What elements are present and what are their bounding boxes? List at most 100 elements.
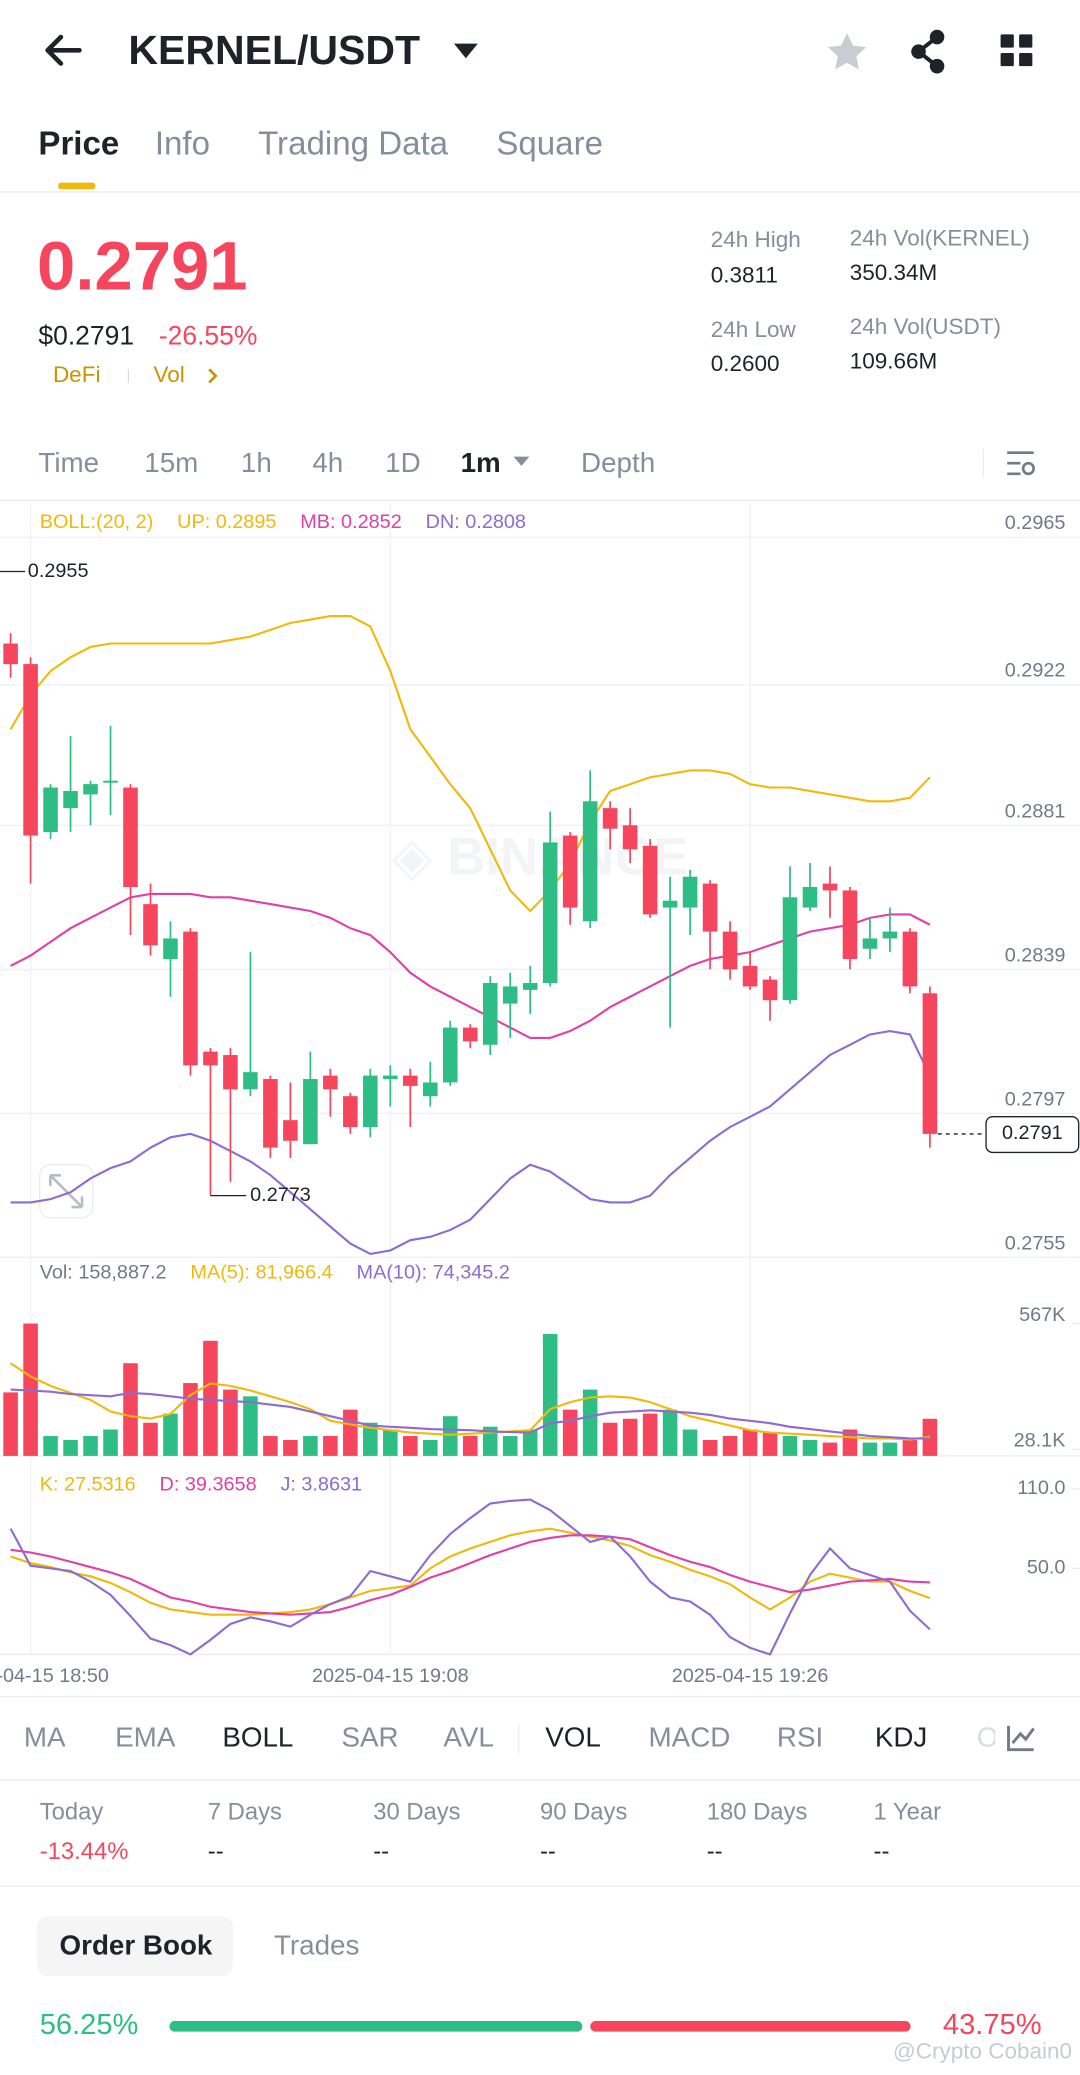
interval-dropdown[interactable] bbox=[513, 456, 530, 466]
x-tick-label: 2025-04-15 19:26 bbox=[672, 1665, 829, 1687]
interval[interactable]: Time bbox=[38, 447, 99, 478]
high-marker-label: 0.2955 bbox=[28, 560, 89, 582]
volume-bar bbox=[103, 1429, 118, 1456]
indicator-tab[interactable]: RSI bbox=[777, 1721, 823, 1752]
candle-body bbox=[323, 1075, 338, 1090]
volume-bar bbox=[323, 1436, 338, 1456]
tab[interactable]: Square bbox=[496, 125, 603, 162]
candle-body bbox=[502, 986, 518, 1004]
stat-label: 24h Low bbox=[711, 317, 797, 342]
interval[interactable]: 1h bbox=[241, 447, 272, 478]
candle-body bbox=[602, 808, 618, 829]
back-button[interactable] bbox=[45, 34, 82, 66]
legend-entry: MA(5): 81,966.4 bbox=[190, 1261, 332, 1283]
interval[interactable]: Depth bbox=[581, 447, 655, 478]
indicator-tab[interactable]: MA bbox=[24, 1721, 66, 1752]
legend-entry: MB: 0.2852 bbox=[300, 511, 402, 533]
candle-body bbox=[223, 1055, 238, 1090]
last-price-label: 0.2791 bbox=[1002, 1122, 1063, 1144]
volume-bar bbox=[223, 1389, 238, 1456]
volume-bar bbox=[423, 1440, 438, 1456]
candle-body bbox=[343, 1096, 358, 1128]
y-tick-label: 567K bbox=[1019, 1304, 1066, 1326]
candle-body bbox=[183, 931, 198, 1066]
tab[interactable]: Trading Data bbox=[258, 125, 449, 162]
pair-dropdown-icon[interactable] bbox=[453, 43, 478, 59]
legend-entry: J: 3.8631 bbox=[280, 1473, 362, 1495]
y-tick-label: 50.0 bbox=[1027, 1557, 1066, 1579]
interval[interactable]: 4h bbox=[312, 447, 343, 478]
candle-body bbox=[782, 897, 798, 1001]
volume-bar bbox=[802, 1440, 818, 1456]
volume-bar bbox=[662, 1409, 678, 1456]
period-label: Today bbox=[40, 1799, 104, 1826]
order-book-tab[interactable]: Order Book bbox=[60, 1929, 213, 1960]
y-tick-label: 0.2839 bbox=[1005, 944, 1066, 966]
candle-body bbox=[43, 787, 58, 833]
volume-bar bbox=[542, 1334, 558, 1456]
settings-lines bbox=[1007, 451, 1034, 476]
order-book-tab-bg[interactable] bbox=[37, 1916, 233, 1977]
sell-ratio: 43.75% bbox=[943, 2009, 1042, 2041]
share-icon[interactable] bbox=[911, 29, 945, 74]
candle-body bbox=[83, 784, 98, 795]
volume-bar bbox=[602, 1422, 618, 1456]
volume-bar bbox=[123, 1363, 138, 1456]
period-change: -- bbox=[874, 1838, 890, 1865]
candle-body bbox=[403, 1075, 418, 1086]
stat-label: 24h Vol(KERNEL) bbox=[850, 225, 1030, 250]
interval[interactable]: 1D bbox=[385, 447, 421, 478]
indicator-tab[interactable]: BOLL bbox=[222, 1721, 293, 1752]
volume-bar bbox=[183, 1383, 198, 1456]
volume-bar bbox=[822, 1442, 838, 1456]
volume-bar bbox=[263, 1436, 278, 1456]
y-tick-label: 110.0 bbox=[1017, 1477, 1065, 1499]
volume-bar bbox=[622, 1418, 638, 1456]
tag[interactable]: DeFi bbox=[53, 362, 101, 387]
candle-body bbox=[63, 790, 78, 809]
volume-bar bbox=[522, 1429, 538, 1456]
tab[interactable]: Price bbox=[38, 125, 119, 162]
exchange-watermark: ◈ BINANCE bbox=[392, 827, 689, 886]
volume-bar bbox=[283, 1440, 298, 1456]
volume-bar bbox=[383, 1429, 398, 1456]
period-change: -- bbox=[373, 1838, 389, 1865]
pair-title[interactable]: KERNEL/USDT bbox=[128, 27, 420, 73]
trades-tab[interactable]: Trades bbox=[274, 1929, 359, 1960]
buy-bar bbox=[169, 2021, 583, 2032]
stat-value: 350.34M bbox=[850, 260, 938, 285]
interval[interactable]: 1m bbox=[461, 447, 501, 478]
y-tick-label: 28.1K bbox=[1014, 1430, 1067, 1452]
legend-entry: K: 27.5316 bbox=[40, 1473, 136, 1495]
buy-ratio: 56.25% bbox=[40, 2009, 139, 2041]
candle-body bbox=[263, 1079, 278, 1148]
indicator-tab[interactable]: MACD bbox=[649, 1721, 731, 1752]
indicator-line bbox=[9, 615, 931, 913]
indicator-settings-icon[interactable] bbox=[1007, 1725, 1035, 1752]
indicator-tab[interactable]: O bbox=[977, 1721, 999, 1752]
volume-bar bbox=[163, 1413, 178, 1456]
candle-body bbox=[383, 1075, 398, 1080]
last-price-box bbox=[985, 1116, 1080, 1154]
indicator-tab[interactable]: AVL bbox=[443, 1721, 493, 1752]
indicator-tab[interactable]: SAR bbox=[341, 1721, 398, 1752]
menu-grid-icon[interactable] bbox=[1000, 34, 1033, 67]
stat-value: 109.66M bbox=[850, 349, 938, 374]
indicator-tab[interactable]: EMA bbox=[115, 1721, 176, 1752]
volume-bar bbox=[782, 1436, 798, 1456]
chart-settings-icon[interactable] bbox=[1007, 451, 1035, 476]
candle-body bbox=[542, 842, 558, 984]
period-label: 30 Days bbox=[373, 1799, 460, 1826]
indicator-tab[interactable]: KDJ bbox=[875, 1721, 927, 1752]
candle-body bbox=[902, 931, 918, 987]
indicator-tab[interactable]: VOL bbox=[545, 1721, 601, 1752]
interval[interactable]: 15m bbox=[144, 447, 198, 478]
candle-body bbox=[522, 983, 538, 990]
candle-body bbox=[802, 887, 818, 908]
favorite-icon[interactable] bbox=[827, 33, 867, 70]
tab[interactable]: Info bbox=[155, 125, 210, 162]
tag[interactable]: Vol bbox=[154, 362, 185, 387]
expand-button[interactable] bbox=[39, 1164, 94, 1219]
candle-body bbox=[123, 787, 138, 888]
volume-bar bbox=[882, 1442, 898, 1456]
